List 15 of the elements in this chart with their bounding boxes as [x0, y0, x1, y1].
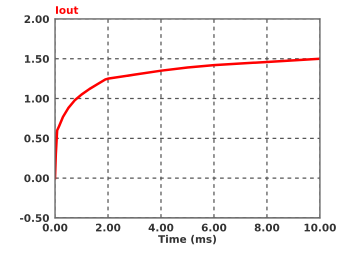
x-axis-title: Time (ms) [158, 234, 216, 244]
x-tick-label: 2.00 [96, 224, 120, 232]
text: Iout [56, 6, 78, 14]
x-tick-label: 4.00 [148, 224, 174, 232]
y-tick-label: -0.50 [20, 214, 49, 222]
x-tick-label: 6.00 [202, 224, 226, 232]
y-tick-label: 1.00 [24, 94, 49, 103]
x-tick-label: 8.00 [254, 224, 280, 232]
y-tick-label: 0.00 [24, 174, 49, 182]
y-tick-label: 0.50 [24, 134, 49, 142]
x-tick-label: 0.00 [42, 224, 68, 232]
y-tick-label: 1.50 [24, 54, 49, 63]
y-tick-label: 2.00 [24, 15, 49, 24]
line-series [55, 58, 320, 180]
x-tick-label: 10.00 [304, 224, 336, 232]
